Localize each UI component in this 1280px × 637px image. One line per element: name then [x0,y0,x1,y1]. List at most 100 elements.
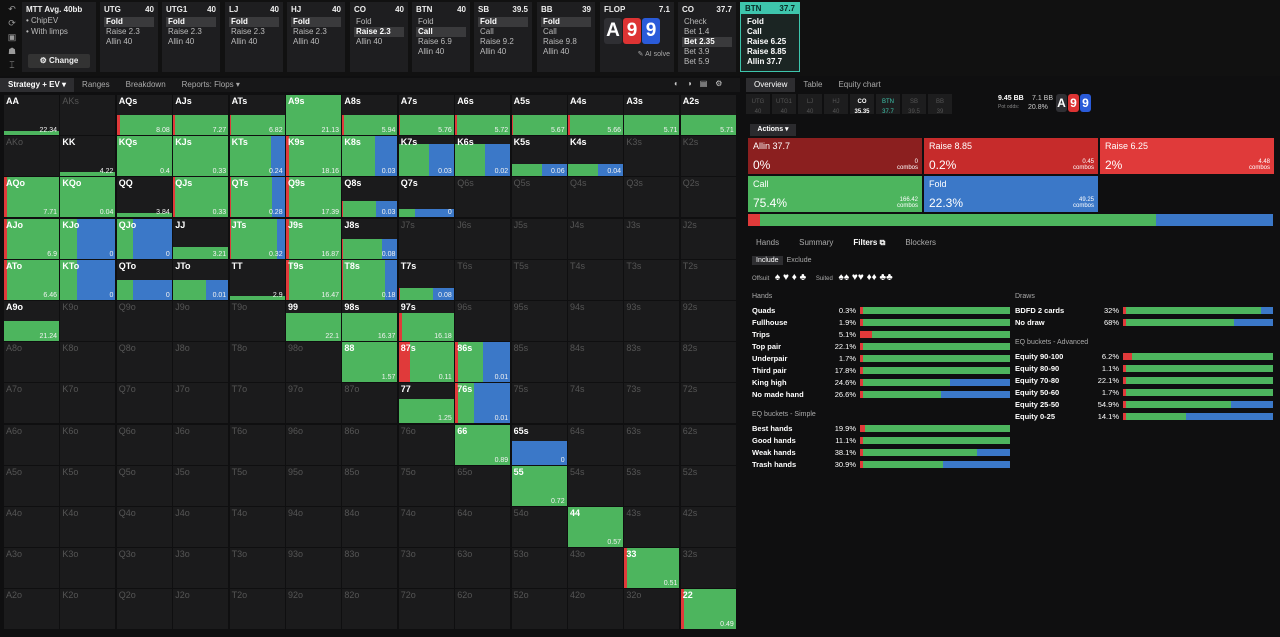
range-cell[interactable]: 92s [680,301,736,341]
range-cell[interactable]: 82o [342,589,398,630]
range-cell[interactable]: 62s [680,424,736,465]
range-cell[interactable]: T7s 0.08 [398,259,454,300]
position-action[interactable]: Fold [104,17,154,27]
range-cell[interactable]: Q4s [568,177,623,218]
position-action[interactable]: Raise 2.3 [293,27,327,36]
range-cell[interactable]: T9s 16.47 [286,259,341,300]
range-cell[interactable]: ATs 6.82 [229,95,285,135]
range-cell[interactable]: 65s 0 [511,424,567,465]
strip-position[interactable]: CO 35.35 [850,94,874,115]
range-cell[interactable]: 85o [342,465,398,506]
range-cell[interactable]: T2s [680,259,736,300]
position-action[interactable]: Raise 2.3 [168,27,202,36]
range-cell[interactable]: Q6o [116,424,172,465]
stat-row[interactable]: Top pair 22.1% [752,342,1010,351]
range-cell[interactable]: Q4o [116,507,172,547]
stat-row[interactable]: Weak hands 38.1% [752,448,1010,457]
range-cell[interactable]: K2o [60,589,116,630]
strip-position[interactable]: UTG1 40 [772,94,796,115]
range-cell[interactable]: J5o [173,465,229,506]
view-icons[interactable]: ◐◑▤⚙ [674,79,730,88]
range-cell[interactable]: T8s 0.18 [342,259,398,300]
position-btn[interactable]: BTN 40 Fold Call Raise 6.9 Allin 40 [412,2,470,72]
range-cell[interactable]: J3s [624,218,680,259]
left-tab[interactable]: Strategy + EV ▾ [0,78,75,92]
range-cell[interactable]: 94s [568,301,623,341]
position-action[interactable]: Call [543,27,557,36]
position-action[interactable]: Fold [291,17,341,27]
btn-action[interactable]: Allin 37.7 [747,57,783,66]
range-cell[interactable]: KQo 0.04 [60,177,116,218]
stat-row[interactable]: No draw 68% [1015,318,1273,327]
range-cell[interactable]: K5o [60,465,116,506]
range-cell[interactable]: 73s [624,383,680,424]
range-cell[interactable]: A4s 5.66 [568,95,623,135]
left-tab[interactable]: Ranges [82,80,110,89]
co-action[interactable]: Bet 3.9 [684,47,710,56]
range-cell[interactable]: 88 1.57 [342,342,398,383]
action-box-raise-6-25[interactable]: Raise 6.25 2% 4.48 combos [1100,138,1274,174]
range-cell[interactable]: J7s [398,218,454,259]
range-cell[interactable]: A6s 5.72 [455,95,511,135]
range-cell[interactable]: JTs 0.32 [229,218,285,259]
range-cell[interactable]: 94o [286,507,341,547]
sub-tab[interactable]: Hands [756,238,780,247]
side-icon-0[interactable]: ↶ [8,4,16,14]
sub-tab[interactable]: Filters ⧉ [853,238,886,247]
view-icon[interactable]: ◑ [686,79,700,88]
range-cell[interactable]: T6o [229,424,285,465]
stat-row[interactable]: Trips 5.1% [752,330,1010,339]
co-node[interactable]: CO 37.7 Check Bet 1.4 Bet 2.35 Bet 3.9 Bet 5.9 [678,2,736,72]
range-cell[interactable]: 63s [624,424,680,465]
range-cell[interactable]: T7o [229,383,285,424]
btn-action[interactable]: Fold [747,17,764,26]
btn-node[interactable]: BTN 37.7 Fold Call Raise 6.25 Raise 8.85 Allin… [740,2,800,72]
position-action[interactable]: Allin 40 [106,37,133,46]
range-cell[interactable]: 83o [342,548,398,589]
sub-tab[interactable]: Summary [799,238,834,247]
left-tab[interactable]: Reports: Flops ▾ [181,80,240,89]
range-cell[interactable]: Q8o [116,342,172,383]
position-action[interactable]: Raise 2.3 [231,27,265,36]
position-action[interactable]: Fold [478,17,528,27]
range-cell[interactable]: 53s [624,465,680,506]
range-cell[interactable]: J2s [680,218,736,259]
range-cell[interactable]: Q6s [455,177,511,218]
position-action[interactable]: Allin 40 [480,47,507,56]
range-cell[interactable]: KQs 0.4 [116,136,172,177]
range-cell[interactable]: K4s 0.04 [568,136,623,177]
range-cell[interactable]: A9s 21.13 [286,95,341,135]
change-button[interactable]: ⚙ Change [28,54,90,68]
range-cell[interactable]: A2o [4,589,59,630]
range-cell[interactable]: J9o [173,301,229,341]
range-cell[interactable]: J3o [173,548,229,589]
range-cell[interactable]: K9s 18.16 [286,136,341,177]
range-cell[interactable]: JTo 0.01 [173,259,229,300]
range-cell[interactable]: 42o [568,589,623,630]
range-cell[interactable]: K8o [60,342,116,383]
range-cell[interactable]: ATo 6.46 [4,259,59,300]
range-cell[interactable]: K6s 0.02 [455,136,511,177]
range-cell[interactable]: Q5s [511,177,567,218]
stat-row[interactable]: Trash hands 30.9% [752,460,1010,469]
range-cell[interactable]: J4o [173,507,229,547]
range-cell[interactable]: T4o [229,507,285,547]
position-action[interactable]: Raise 9.8 [543,37,577,46]
range-cell[interactable]: T9o [229,301,285,341]
range-cell[interactable]: KTo 0 [60,259,116,300]
btn-action[interactable]: Raise 8.85 [747,47,787,56]
position-action[interactable]: Fold [356,17,372,26]
range-cell[interactable]: A7s 5.76 [398,95,454,135]
range-cell[interactable]: 99 22.1 [286,301,341,341]
range-cell[interactable]: J4s [568,218,623,259]
strip-position[interactable]: HJ 40 [824,94,848,115]
filter-mode[interactable]: Exclude [786,257,812,264]
range-cell[interactable]: A5s 5.67 [511,95,567,135]
range-cell[interactable]: Q3s [624,177,680,218]
side-icon-4[interactable]: ⌶ [9,60,15,70]
range-cell[interactable]: 96s [455,301,511,341]
action-box-raise-8-85[interactable]: Raise 8.85 0.2% 0.45 combos [924,138,1098,174]
range-cell[interactable]: A4o [4,507,59,547]
range-cell[interactable]: A7o [4,383,59,424]
